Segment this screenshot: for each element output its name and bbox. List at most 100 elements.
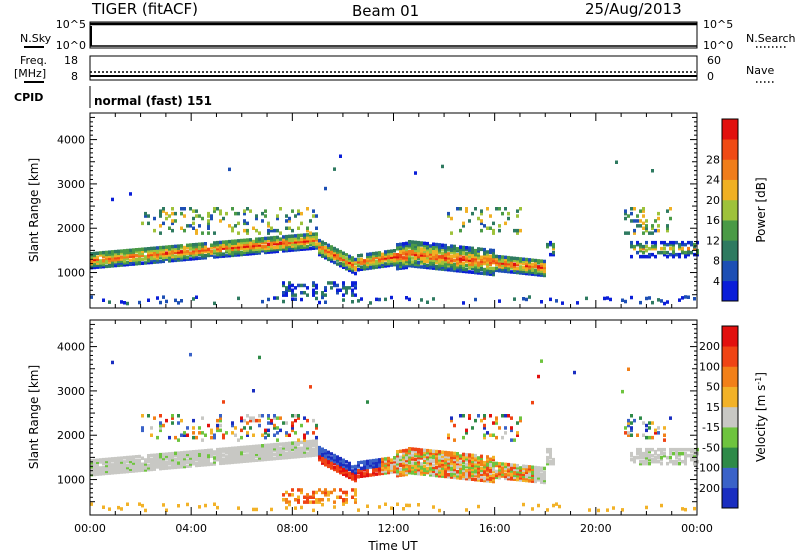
data-cell	[453, 248, 456, 253]
data-cell	[633, 231, 636, 235]
data-cell	[534, 479, 537, 484]
data-cell	[432, 246, 435, 250]
data-cell	[342, 498, 345, 502]
data-cell	[297, 239, 300, 244]
data-cell	[405, 470, 408, 475]
data-cell	[150, 463, 153, 468]
x-tick-label: 00:00	[681, 522, 713, 535]
data-cell	[630, 426, 633, 430]
data-cell	[315, 238, 318, 242]
colorbar-tick-label: 15	[706, 401, 720, 414]
data-cell	[303, 495, 306, 499]
data-cell	[144, 462, 147, 466]
data-cell	[123, 263, 126, 267]
data-cell	[384, 471, 387, 475]
data-cell	[645, 228, 648, 233]
data-cell	[453, 246, 456, 251]
data-cell	[390, 458, 393, 462]
data-cell	[225, 242, 228, 246]
data-cell	[159, 245, 162, 250]
data-cell	[297, 450, 300, 455]
data-cell	[279, 428, 282, 433]
data-cell	[345, 468, 348, 472]
data-cell	[186, 458, 189, 462]
data-cell	[399, 471, 402, 475]
data-cell	[639, 242, 642, 247]
data-cell	[453, 473, 456, 478]
data-cell	[240, 244, 243, 249]
data-cell	[642, 244, 645, 249]
data-cell	[279, 446, 282, 450]
nave-tick-bottom: 0	[707, 70, 714, 83]
data-cell	[144, 214, 147, 218]
data-cell	[183, 255, 186, 260]
data-cell	[486, 264, 489, 268]
data-cell	[438, 261, 441, 265]
data-cell	[291, 451, 294, 455]
data-cell	[435, 469, 438, 474]
data-cell	[315, 449, 318, 453]
data-cell	[456, 247, 459, 251]
data-cell	[507, 265, 510, 270]
data-cell	[441, 263, 444, 267]
data-cell	[405, 468, 408, 473]
data-cell	[444, 251, 447, 256]
data-cell	[525, 476, 528, 481]
data-cell	[537, 474, 540, 478]
data-cell	[255, 243, 258, 247]
data-cell	[318, 447, 321, 452]
data-cell	[120, 458, 123, 462]
data-cell	[408, 468, 411, 473]
data-cell	[429, 455, 432, 459]
data-cell	[156, 435, 159, 440]
data-cell	[255, 228, 258, 233]
data-cell	[378, 505, 381, 509]
data-cell	[660, 503, 663, 508]
data-cell	[435, 250, 438, 255]
data-cell	[348, 266, 351, 271]
data-cell	[429, 471, 432, 475]
data-cell	[321, 252, 324, 256]
data-cell	[168, 247, 171, 251]
data-cell	[282, 237, 285, 241]
data-cell	[159, 255, 162, 260]
data-cell	[300, 446, 303, 451]
data-cell	[531, 475, 534, 479]
data-cell	[120, 468, 123, 472]
data-cell	[264, 457, 267, 462]
data-cell	[183, 464, 186, 469]
x-axis-label: Time UT	[367, 539, 418, 553]
data-cell	[276, 431, 279, 435]
data-cell	[471, 477, 474, 481]
data-cell	[309, 242, 312, 247]
data-cell	[462, 435, 465, 440]
data-cell	[654, 451, 657, 456]
data-cell	[168, 456, 171, 460]
data-cell	[132, 258, 135, 262]
data-cell	[177, 254, 180, 258]
data-cell	[456, 456, 459, 460]
data-cell	[225, 431, 228, 435]
data-cell	[444, 253, 447, 258]
data-cell	[627, 433, 630, 437]
data-cell	[459, 462, 462, 466]
data-cell	[138, 255, 141, 260]
data-cell	[171, 228, 174, 233]
data-cell	[111, 465, 114, 469]
data-cell	[441, 458, 444, 462]
data-cell	[312, 242, 315, 246]
data-cell	[165, 247, 168, 251]
data-cell	[171, 451, 174, 456]
data-cell	[117, 470, 120, 475]
data-cell	[366, 471, 369, 476]
data-cell	[255, 450, 258, 454]
data-cell	[396, 264, 399, 269]
data-cell	[435, 449, 438, 454]
data-cell	[261, 211, 264, 216]
data-cell	[492, 475, 495, 480]
data-cell	[420, 454, 423, 458]
data-cell	[630, 295, 633, 300]
data-cell	[216, 246, 219, 251]
data-cell	[222, 252, 225, 256]
data-cell	[156, 455, 159, 459]
